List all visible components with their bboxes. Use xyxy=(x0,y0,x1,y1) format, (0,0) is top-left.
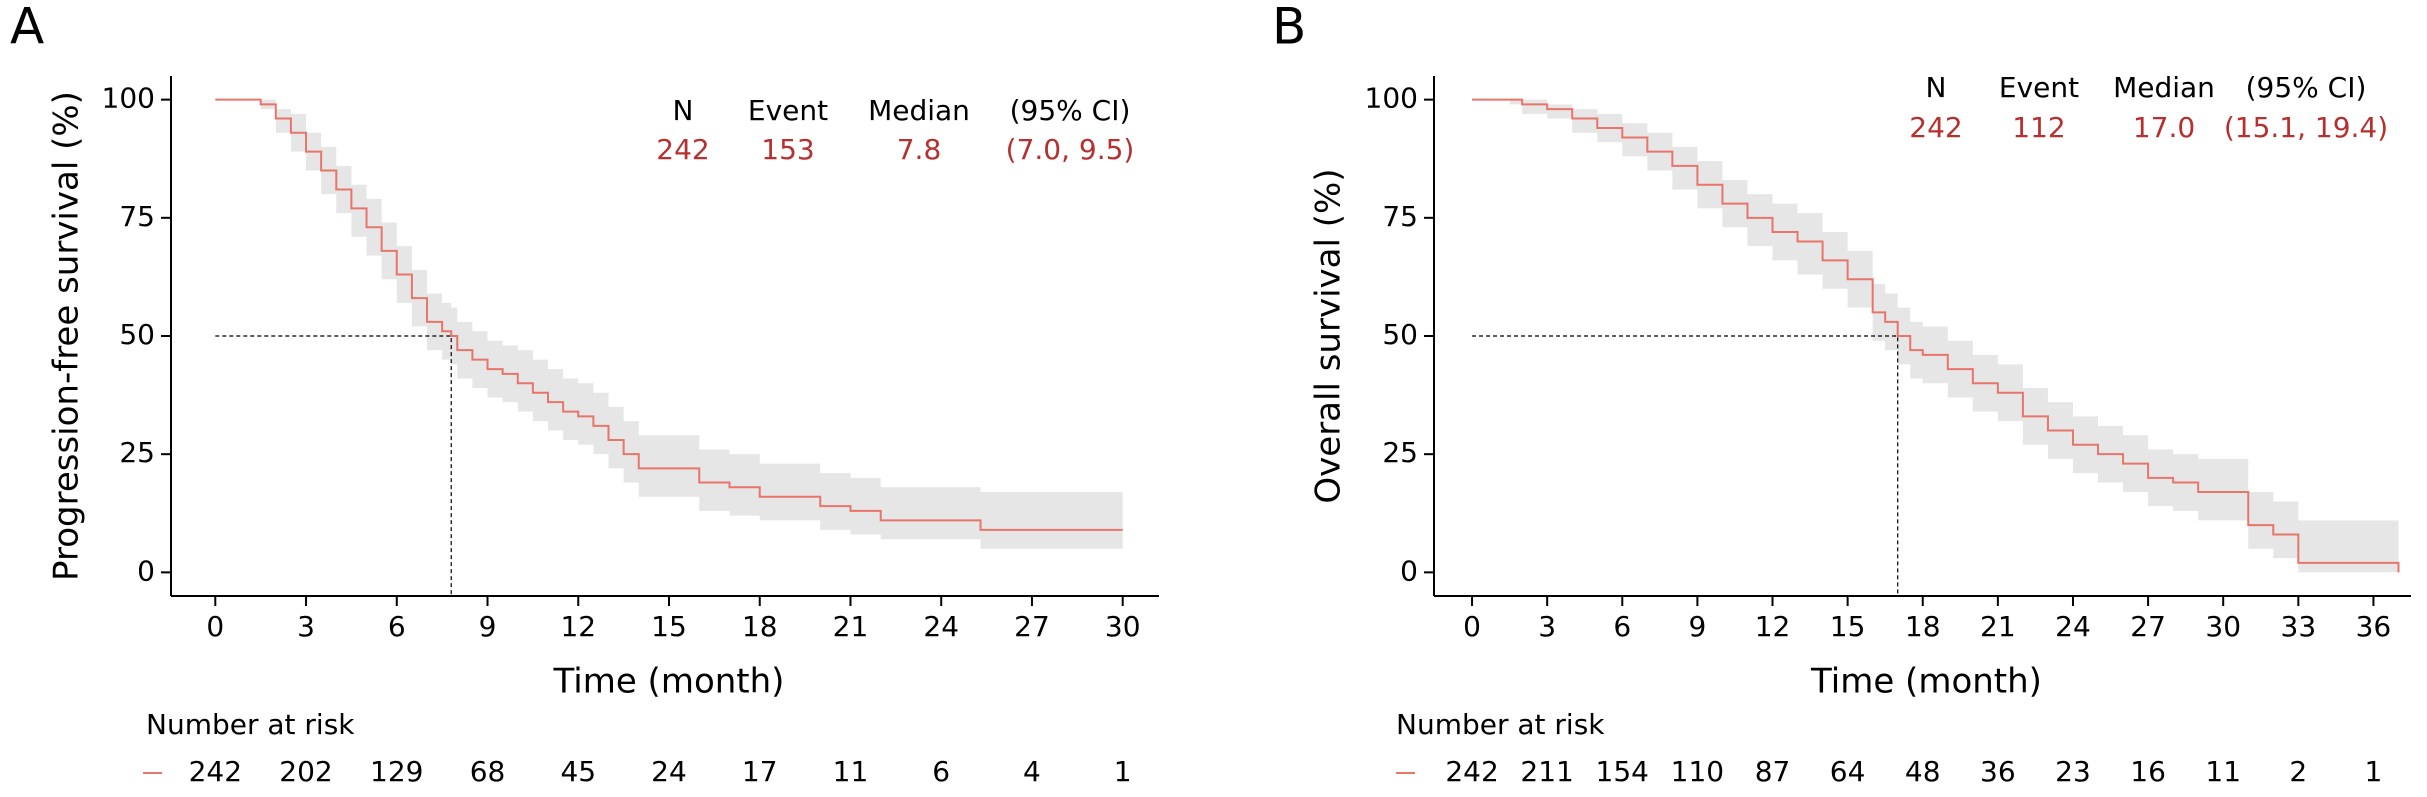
stats-header: (95% CI) xyxy=(1010,94,1131,127)
x-tick-label: 12 xyxy=(560,610,596,643)
stats-value: 7.8 xyxy=(897,133,942,166)
x-tick-label: 30 xyxy=(2205,610,2241,643)
risk-count: 6 xyxy=(932,755,950,788)
risk-count: 129 xyxy=(370,755,423,788)
y-tick-label: 50 xyxy=(119,318,155,351)
risk-count: 68 xyxy=(470,755,506,788)
risk-count: 23 xyxy=(2055,755,2091,788)
survival-curve xyxy=(1472,98,2400,573)
stats-header: N xyxy=(1926,71,1947,104)
panel-label: A xyxy=(10,0,44,56)
risk-count: 202 xyxy=(279,755,332,788)
stats-value: (15.1, 19.4) xyxy=(2224,111,2388,144)
stats-header: Event xyxy=(1999,71,2079,104)
x-tick-label: 21 xyxy=(833,610,869,643)
stats-value: 17.0 xyxy=(2133,111,2195,144)
y-axis-label: Overall survival (%) xyxy=(1309,168,1349,503)
risk-count: 24 xyxy=(651,755,687,788)
y-tick-label: 50 xyxy=(1382,318,1418,351)
median-line xyxy=(1472,335,1899,596)
x-tick-label: 27 xyxy=(2130,610,2166,643)
y-tick-label: 0 xyxy=(137,554,155,587)
risk-count: 64 xyxy=(1830,755,1866,788)
risk-count: 45 xyxy=(560,755,596,788)
y-tick-label: 100 xyxy=(1365,82,1418,115)
risk-count: 11 xyxy=(2205,755,2241,788)
x-axis-label: Time (month) xyxy=(1810,662,2042,702)
risk-count: 154 xyxy=(1596,755,1649,788)
stats-header: Median xyxy=(2113,71,2215,104)
x-tick-label: 33 xyxy=(2281,610,2317,643)
panel: A 0 25 50 75 100 0 3 6 9 12 15 18 21 24 27 30 Time (month… xyxy=(10,0,1159,788)
x-tick-label: 24 xyxy=(923,610,959,643)
risk-count: 36 xyxy=(1980,755,2016,788)
panel-label: B xyxy=(1272,0,1306,56)
y-tick-label: 75 xyxy=(1382,200,1418,233)
y-axis-label: Progression-free survival (%) xyxy=(47,91,87,581)
risk-count: 48 xyxy=(1905,755,1941,788)
x-tick-label: 15 xyxy=(1830,610,1866,643)
risk-count: 1 xyxy=(1114,755,1132,788)
x-tick-label: 21 xyxy=(1980,610,2016,643)
stats-value: (7.0, 9.5) xyxy=(1006,133,1135,166)
y-tick-label: 75 xyxy=(119,200,155,233)
x-tick-label: 6 xyxy=(1613,610,1631,643)
x-axis-label: Time (month) xyxy=(553,662,785,702)
risk-count: 2 xyxy=(2289,755,2307,788)
risk-title: Number at risk xyxy=(1396,708,1605,741)
y-tick-label: 25 xyxy=(1382,436,1418,469)
stats-value: 112 xyxy=(2012,111,2065,144)
stats-value: 153 xyxy=(761,133,814,166)
survival-curve xyxy=(215,98,1123,531)
x-tick-label: 27 xyxy=(1014,610,1050,643)
x-tick-label: 12 xyxy=(1755,610,1791,643)
x-tick-label: 9 xyxy=(1688,610,1706,643)
risk-count: 17 xyxy=(742,755,778,788)
x-tick-label: 36 xyxy=(2356,610,2392,643)
stats-value: 242 xyxy=(1909,111,1962,144)
y-tick-label: 0 xyxy=(1400,554,1418,587)
risk-count: 242 xyxy=(189,755,242,788)
x-tick-label: 30 xyxy=(1105,610,1141,643)
risk-count: 110 xyxy=(1671,755,1724,788)
x-tick-label: 6 xyxy=(388,610,406,643)
x-tick-label: 24 xyxy=(2055,610,2091,643)
stats-header: Median xyxy=(868,94,970,127)
stats-header: N xyxy=(673,94,694,127)
stats-header: (95% CI) xyxy=(2246,71,2367,104)
risk-title: Number at risk xyxy=(146,708,355,741)
x-tick-label: 3 xyxy=(297,610,315,643)
y-tick-label: 25 xyxy=(119,436,155,469)
median-line xyxy=(215,335,452,596)
risk-count: 242 xyxy=(1445,755,1498,788)
x-tick-label: 0 xyxy=(206,610,224,643)
confidence-band xyxy=(1472,99,2399,573)
risk-count: 11 xyxy=(833,755,869,788)
stats-header: Event xyxy=(748,94,828,127)
risk-count: 1 xyxy=(2365,755,2383,788)
risk-count: 16 xyxy=(2130,755,2166,788)
stats-value: 242 xyxy=(656,133,709,166)
confidence-band xyxy=(215,99,1123,549)
y-tick-label: 100 xyxy=(102,82,155,115)
x-tick-label: 18 xyxy=(742,610,778,643)
risk-count: 4 xyxy=(1023,755,1041,788)
x-tick-label: 9 xyxy=(479,610,497,643)
x-tick-label: 0 xyxy=(1463,610,1481,643)
x-tick-label: 18 xyxy=(1905,610,1941,643)
x-tick-label: 15 xyxy=(651,610,687,643)
x-tick-label: 3 xyxy=(1538,610,1556,643)
risk-count: 211 xyxy=(1520,755,1573,788)
risk-count: 87 xyxy=(1755,755,1791,788)
